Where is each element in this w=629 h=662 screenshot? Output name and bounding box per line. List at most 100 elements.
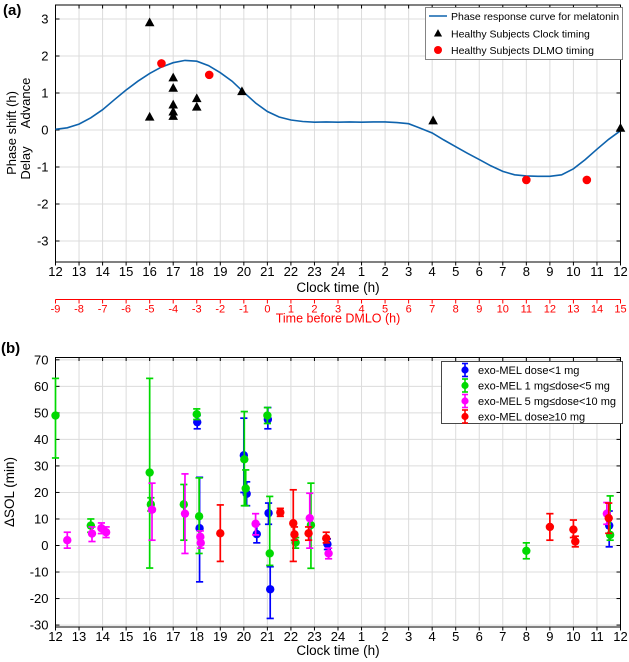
legend-item-label: exo-MEL 1 mg≤dose<5 mg bbox=[478, 380, 610, 392]
clock-timing-point bbox=[168, 82, 179, 92]
legend-item-label: Healthy Subjects DLMO timing bbox=[451, 45, 594, 57]
y-tick-label: 0 bbox=[41, 123, 48, 138]
dmlo-tick-label: -4 bbox=[168, 304, 178, 316]
x-tick-label: 20 bbox=[237, 264, 251, 279]
y-axis-advance-label: Advance bbox=[18, 78, 33, 129]
x-tick-label: 16 bbox=[142, 629, 156, 644]
errorbar-point bbox=[194, 512, 204, 521]
x-tick-label: 7 bbox=[499, 629, 506, 644]
dmlo-tick-label: 2 bbox=[311, 304, 317, 316]
errorbar-point bbox=[216, 529, 225, 538]
x-tick-label: 9 bbox=[546, 264, 553, 279]
errorbar-point bbox=[87, 529, 97, 538]
clock-timing-point bbox=[615, 122, 626, 132]
x-tick-label: 5 bbox=[452, 629, 459, 644]
dmlo-tick-label: 6 bbox=[406, 304, 412, 316]
x-axis-title: Clock time (h) bbox=[296, 643, 379, 658]
y-axis-title: Phase shift (h) bbox=[4, 91, 19, 175]
y-tick-label: 40 bbox=[34, 432, 48, 447]
errorbar-point bbox=[304, 529, 313, 538]
x-tick-label: 10 bbox=[566, 264, 580, 279]
x-tick-label: 5 bbox=[452, 264, 459, 279]
errorbar-point bbox=[264, 508, 273, 518]
clock-timing-point bbox=[168, 72, 179, 82]
x-tick-label: 21 bbox=[260, 629, 274, 644]
series-exo-mel-dose-10-mg bbox=[216, 488, 613, 563]
x-tick-label: 14 bbox=[95, 629, 109, 644]
x-tick-label: 10 bbox=[566, 629, 580, 644]
y-tick-label: 70 bbox=[34, 352, 48, 367]
x-tick-label: 18 bbox=[190, 264, 204, 279]
dmlo-tick-label: 14 bbox=[591, 304, 603, 316]
x-tick-label: 14 bbox=[95, 264, 109, 279]
legend-item-label: exo-MEL 5 mg≤dose<10 mg bbox=[478, 396, 616, 408]
x-tick-label: 8 bbox=[523, 629, 530, 644]
errorbar-point bbox=[179, 500, 189, 509]
x-tick-label: 15 bbox=[119, 264, 133, 279]
errorbar-point bbox=[147, 505, 157, 514]
legend-item-label: Phase response curve for melatonin bbox=[451, 11, 619, 23]
dmlo-tick-label: -8 bbox=[74, 304, 84, 316]
dmlo-tick-label: 15 bbox=[614, 304, 626, 316]
y-tick-label: 3 bbox=[41, 12, 48, 27]
dmlo-tick-label: 5 bbox=[382, 304, 388, 316]
x-tick-label: 22 bbox=[284, 629, 298, 644]
dmlo-tick-label: -5 bbox=[145, 304, 155, 316]
x-tick-label: 12 bbox=[613, 629, 627, 644]
legend-circle-sample bbox=[461, 412, 469, 421]
dlmo-timing-point bbox=[522, 175, 531, 185]
errorbar-point bbox=[322, 534, 331, 543]
x-tick-label: 12 bbox=[48, 264, 62, 279]
x-tick-label: 24 bbox=[331, 629, 345, 644]
x-tick-label: 11 bbox=[590, 629, 604, 644]
x-tick-label: 12 bbox=[48, 629, 62, 644]
x-tick-label: 15 bbox=[119, 629, 133, 644]
errorbar-point bbox=[101, 528, 111, 537]
x-tick-label: 23 bbox=[307, 629, 321, 644]
dmlo-tick-label: 4 bbox=[358, 304, 364, 316]
clock-timing-point bbox=[144, 17, 155, 27]
errorbar-point bbox=[305, 513, 314, 523]
x-tick-label: 8 bbox=[523, 264, 530, 279]
clock-timing-point bbox=[237, 86, 247, 96]
x-tick-label: 1 bbox=[358, 264, 365, 279]
x-tick-label: 3 bbox=[405, 629, 412, 644]
errorbar-point bbox=[251, 519, 260, 528]
errorbar-point bbox=[324, 549, 333, 558]
y-tick-label: -10 bbox=[30, 565, 49, 580]
errorbar-point bbox=[569, 525, 578, 534]
x-tick-label: 17 bbox=[166, 264, 180, 279]
errorbar-point bbox=[86, 521, 96, 530]
x-tick-label: 18 bbox=[190, 629, 204, 644]
y-tick-label: 0 bbox=[41, 538, 48, 553]
panel-a-chart: 12 13 14 15 16 17 18 19 20 21 22 23 24 1 2 3 4 5 6 7 8 9 10 11 1… bbox=[4, 4, 628, 326]
legend-circle-sample bbox=[461, 397, 469, 405]
y-tick-label: 10 bbox=[34, 511, 48, 526]
dmlo-tick-label: 7 bbox=[429, 304, 435, 316]
clock-timing-point bbox=[428, 115, 438, 125]
errorbar-point bbox=[51, 411, 60, 420]
y-tick-label: 20 bbox=[34, 485, 48, 500]
errorbar-point bbox=[571, 537, 580, 546]
panel-b-plot: 12 13 14 15 16 17 18 19 20 21 22 23 24 1 2 3 4 5 6 7 8 9 10 11 1… bbox=[2, 352, 628, 658]
errorbar-point bbox=[145, 468, 154, 477]
x-tick-label: 6 bbox=[476, 264, 483, 279]
x-tick-label: 12 bbox=[613, 264, 627, 279]
dmlo-tick-label: 10 bbox=[497, 304, 509, 316]
x-tick-label: 19 bbox=[213, 264, 227, 279]
dmlo-tick-label: 13 bbox=[567, 304, 579, 316]
dmlo-tick-label: 0 bbox=[264, 304, 270, 316]
panel-b-chart: 12 13 14 15 16 17 18 19 20 21 22 23 24 1 2 3 4 5 6 7 8 9 10 11 1… bbox=[2, 352, 628, 658]
series-exo-mel-5-mg-dose-10-mg bbox=[63, 473, 612, 560]
errorbar-point bbox=[263, 411, 272, 420]
errorbar-point bbox=[605, 530, 615, 540]
dmlo-tick-label: -3 bbox=[192, 304, 202, 316]
errorbar-point bbox=[266, 585, 275, 594]
y-tick-label: -30 bbox=[30, 618, 49, 633]
clock-timing-point bbox=[168, 99, 179, 109]
clock-timing-point bbox=[144, 111, 155, 121]
dmlo-tick-label: 8 bbox=[453, 304, 459, 316]
y-tick-label: -3 bbox=[37, 234, 49, 249]
clock-timing-point bbox=[191, 93, 202, 103]
